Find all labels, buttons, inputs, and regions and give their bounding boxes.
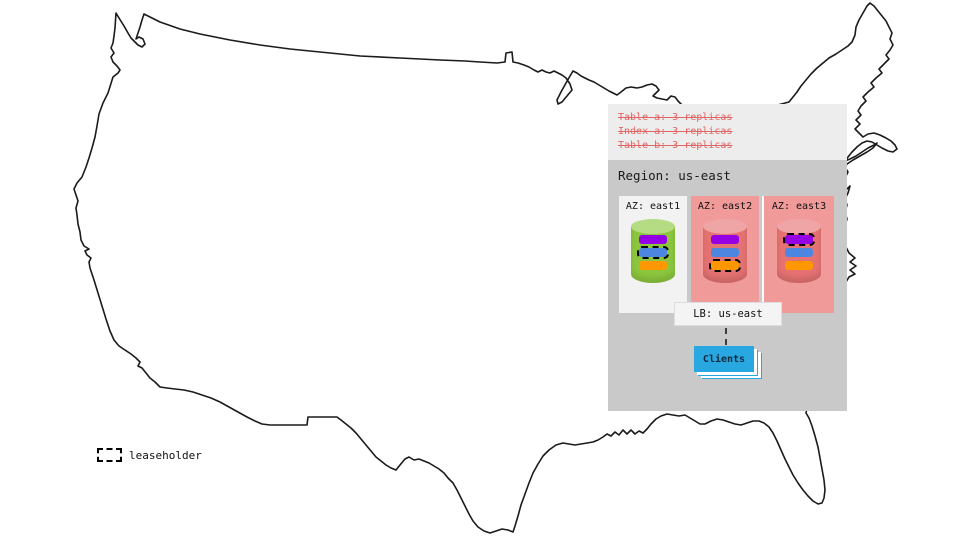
region-panel: Table a: 3 replicas Index a: 3 replicas … <box>608 104 847 411</box>
leaseholder-legend-label: leaseholder <box>129 448 202 462</box>
replica-bar-orange <box>785 261 813 270</box>
replica-bars <box>631 235 675 270</box>
database-cylinder <box>703 219 747 283</box>
replica-bar-blue-leaseholder <box>637 246 669 259</box>
clients-box: Clients <box>694 346 754 372</box>
az-box-east1: AZ: east1 <box>619 196 687 313</box>
az-label: AZ: east1 <box>625 201 681 212</box>
replica-annotation: Index a: 3 replicas <box>618 126 733 137</box>
replica-bar-purple <box>639 235 667 244</box>
replica-bar-blue <box>785 248 813 257</box>
az-box-east3: AZ: east3 <box>762 196 834 313</box>
az-box-east2: AZ: east2 <box>691 196 759 313</box>
az-label: AZ: east2 <box>697 201 753 212</box>
leaseholder-legend: leaseholder <box>97 448 202 462</box>
replica-bars <box>777 233 821 270</box>
database-cylinder <box>777 219 821 283</box>
az-row: AZ: east1 AZ: east2 AZ: east3 <box>619 196 834 313</box>
cylinder-top <box>703 219 747 234</box>
replica-annotation: Table a: 3 replicas <box>618 112 733 123</box>
cylinder-top <box>777 219 821 234</box>
az-label: AZ: east3 <box>771 201 827 212</box>
cylinder-top <box>631 219 675 234</box>
replica-bar-purple-leaseholder <box>783 233 815 246</box>
replica-bar-purple <box>711 235 739 244</box>
replica-bars <box>703 235 747 272</box>
database-cylinder <box>631 219 675 283</box>
load-balancer-box: LB: us-east <box>674 302 782 326</box>
leaseholder-swatch-icon <box>97 448 122 462</box>
replica-annotation: Table b: 3 replicas <box>618 140 733 151</box>
replica-annotations: Table a: 3 replicas Index a: 3 replicas … <box>608 104 847 160</box>
replica-bar-blue <box>711 248 739 257</box>
region-title: Region: us-east <box>618 168 731 183</box>
replica-bar-orange <box>639 261 667 270</box>
lb-clients-connector <box>725 328 727 345</box>
replica-bar-orange-leaseholder <box>709 259 741 272</box>
